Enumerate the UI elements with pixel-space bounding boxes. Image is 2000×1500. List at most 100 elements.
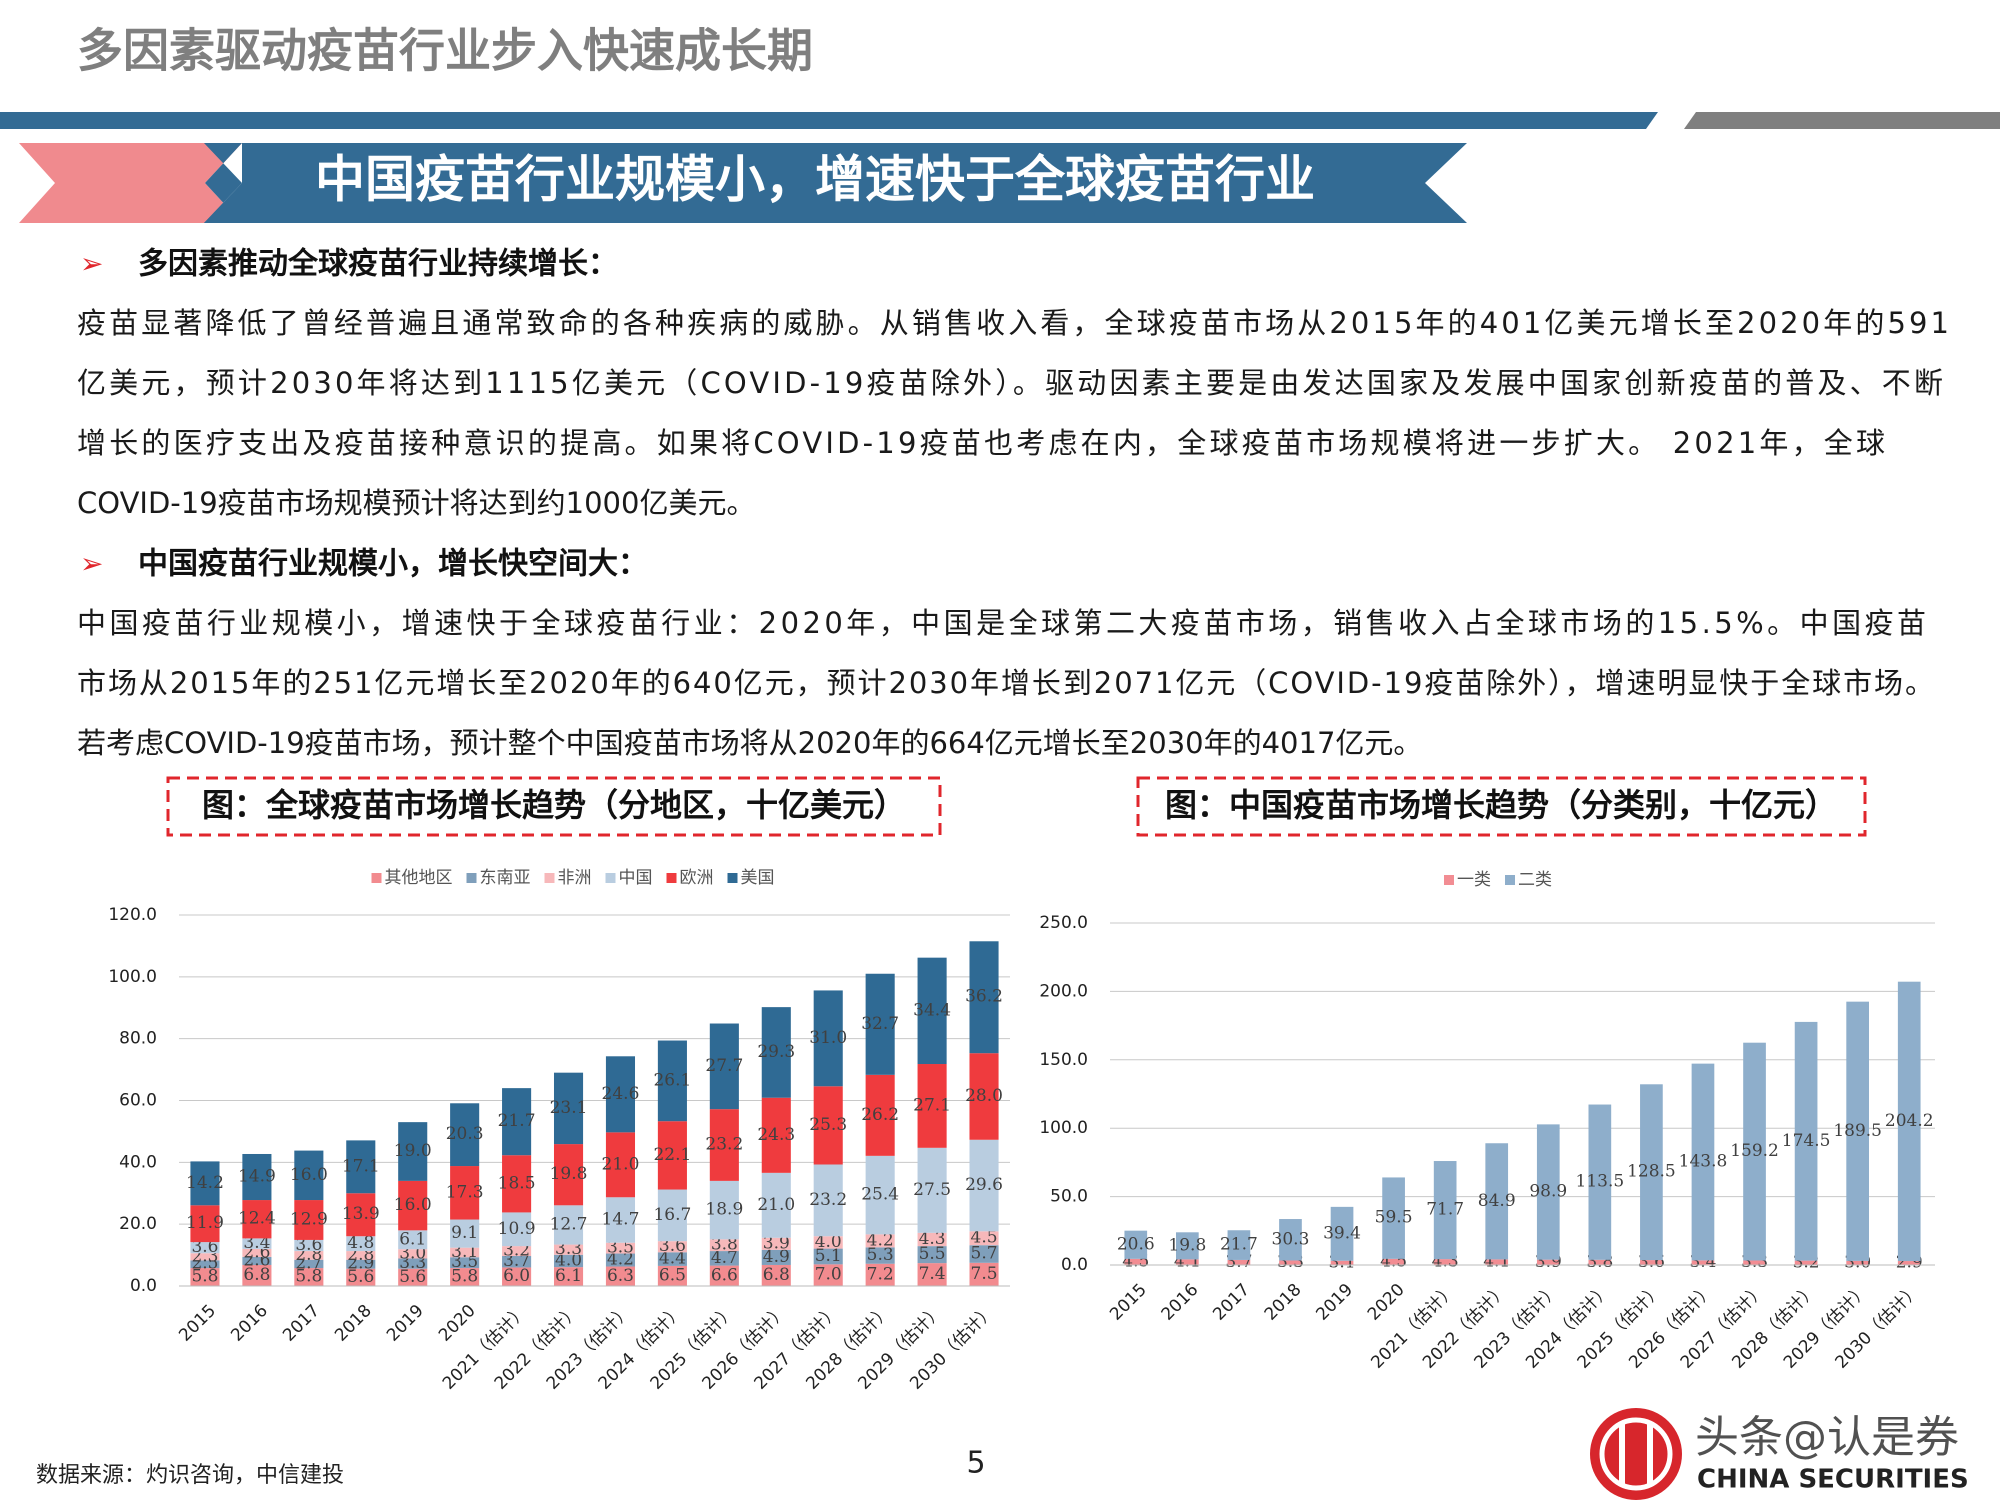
data-label: 7.0 <box>815 1265 842 1285</box>
bar-segment <box>1536 1124 1560 1260</box>
bar-segment <box>761 1007 791 1098</box>
legend-swatch <box>1444 875 1454 885</box>
bar-segment <box>865 1155 895 1235</box>
data-label: 19.0 <box>394 1141 432 1161</box>
data-label: 13.9 <box>342 1204 380 1224</box>
y-tick-label: 50.0 <box>1050 1187 1088 1207</box>
banner-arrow <box>19 143 242 223</box>
data-label: 5.8 <box>295 1267 322 1287</box>
bar-segment <box>398 1230 428 1250</box>
x-tick-label: 2018 <box>1261 1280 1306 1325</box>
bar-segment <box>865 973 895 1075</box>
x-tick-label: 2019 <box>383 1301 428 1346</box>
bar-segment <box>917 1246 947 1264</box>
bar-segment <box>1227 1259 1251 1265</box>
data-label: 5.5 <box>919 1244 946 1264</box>
data-label: 159.2 <box>1730 1141 1779 1161</box>
bar-segment <box>502 1155 532 1213</box>
bar-segment <box>605 1197 636 1243</box>
bar-segment <box>1536 1259 1560 1265</box>
data-label: 5.3 <box>867 1245 894 1265</box>
bar-segment <box>294 1150 324 1201</box>
data-label: 14.2 <box>186 1173 224 1193</box>
y-tick-label: 150.0 <box>1039 1050 1088 1070</box>
data-label: 20.3 <box>446 1124 484 1144</box>
data-label: 204.2 <box>1885 1111 1934 1131</box>
bar-segment <box>398 1249 428 1259</box>
legend-label: 欧洲 <box>680 868 714 888</box>
y-tick-label: 80.0 <box>119 1029 157 1049</box>
data-label: 6.6 <box>711 1265 738 1285</box>
banner-edge <box>204 143 242 223</box>
slide-title: 多因素驱动疫苗行业步入快速成长期 <box>77 24 813 78</box>
bar-segment <box>1691 1063 1715 1261</box>
data-label: 21.7 <box>1220 1235 1258 1255</box>
data-label: 23.2 <box>705 1135 743 1155</box>
bar-segment <box>398 1180 428 1231</box>
bar-segment <box>969 1262 999 1286</box>
data-label: 174.5 <box>1782 1131 1831 1151</box>
bar-segment <box>605 1132 636 1198</box>
data-label: 20.6 <box>1117 1234 1155 1254</box>
bar-segment <box>346 1251 376 1260</box>
bar-segment <box>190 1260 220 1269</box>
bar-segment <box>553 1072 584 1145</box>
bar-segment <box>1124 1258 1148 1265</box>
x-tick-label: 2017 <box>279 1301 324 1346</box>
chart-title: 图：全球疫苗市场增长趋势（分地区，十亿美元） <box>202 786 906 824</box>
data-label: 29.3 <box>757 1042 795 1062</box>
bar-segment <box>969 1053 999 1140</box>
bar-segment <box>190 1268 220 1286</box>
data-label: 4.8 <box>347 1233 374 1253</box>
bar-segment <box>294 1268 324 1286</box>
bar-segment <box>1794 1260 1818 1265</box>
logo-text: CHINA SECURITIES <box>1697 1465 1969 1495</box>
bar-segment <box>1382 1258 1405 1265</box>
data-label: 32.7 <box>861 1014 899 1034</box>
data-label: 98.9 <box>1529 1182 1567 1202</box>
source-note: 数据来源：灼识咨询，中信建投 <box>36 1463 344 1488</box>
bar-segment <box>1279 1219 1302 1261</box>
data-label: 5.8 <box>191 1267 218 1287</box>
data-label: 3.8 <box>711 1235 738 1255</box>
legend-label: 美国 <box>741 868 775 888</box>
chart-title-box <box>166 776 942 837</box>
bar-segment <box>1897 981 1921 1262</box>
paragraph-line: COVID-19疫苗市场规模预计将达到约1000亿美元。 <box>77 486 755 520</box>
data-label: 4.0 <box>815 1232 842 1252</box>
bar-segment <box>502 1088 532 1156</box>
bar-segment <box>553 1144 584 1206</box>
bar-segment <box>553 1244 584 1255</box>
data-label: 6.1 <box>555 1266 582 1286</box>
data-label: 4.7 <box>711 1248 738 1268</box>
data-label: 25.4 <box>861 1185 899 1205</box>
paragraph-line: 市场从2015年的251亿元增长至2020年的640亿元，预计2030年增长到2… <box>77 666 1934 700</box>
data-label: 39.4 <box>1323 1223 1361 1243</box>
bar-segment <box>294 1259 324 1269</box>
data-label: 3.6 <box>191 1237 218 1257</box>
data-label: 3.9 <box>763 1233 790 1253</box>
data-label: 5.6 <box>347 1267 374 1287</box>
bar-segment <box>242 1248 272 1257</box>
bar-segment <box>917 1263 947 1286</box>
bar-segment <box>657 1121 687 1190</box>
data-label: 3.7 <box>503 1251 530 1271</box>
bar-segment <box>1588 1259 1612 1265</box>
data-label: 5.7 <box>971 1244 998 1264</box>
data-label: 16.0 <box>290 1165 328 1185</box>
bar-segment <box>813 1236 843 1249</box>
data-label: 9.1 <box>451 1223 478 1243</box>
watermark: 头条@认是券 <box>1695 1412 1959 1463</box>
bar-segment <box>865 1247 895 1264</box>
section-heading: 多因素推动全球疫苗行业持续增长： <box>138 247 618 282</box>
data-label: 189.5 <box>1833 1121 1882 1141</box>
data-label: 4.4 <box>659 1249 686 1269</box>
bar-segment <box>761 1264 791 1286</box>
bar-segment <box>1743 1260 1766 1265</box>
bar-segment <box>294 1251 324 1260</box>
bar-segment <box>242 1264 272 1286</box>
bar-segment <box>709 1023 739 1110</box>
bar-segment <box>813 1164 843 1237</box>
y-tick-label: 40.0 <box>119 1152 157 1172</box>
data-label: 4.5 <box>971 1228 998 1248</box>
